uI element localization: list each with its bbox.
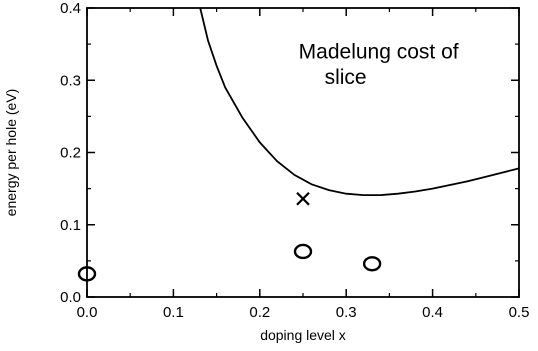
x-tick-label: 0.4 (422, 304, 443, 321)
y-tick-label: 0.0 (60, 289, 81, 306)
y-tick-label: 0.4 (60, 0, 81, 17)
tick-labels: 0.0 0.1 0.2 0.3 0.4 0.5 0.0 0.1 0.2 0.3 0.4 (60, 0, 529, 321)
plot-frame (86, 7, 520, 298)
y-tick-label: 0.1 (60, 217, 81, 234)
markers (77, 191, 382, 282)
cross-point (296, 191, 310, 206)
annotation-line-1: Madelung cost of (299, 41, 459, 64)
y-tick-label: 0.2 (60, 145, 81, 162)
x-tick-label: 0.0 (77, 304, 98, 321)
y-tick-label: 0.3 (60, 72, 81, 89)
x-tick-label: 0.3 (336, 304, 357, 321)
annotation-line-2: slice (325, 66, 367, 89)
x-tick-label: 0.1 (163, 304, 184, 321)
x-tick-label: 0.2 (249, 304, 270, 321)
x-tick-label: 0.5 (509, 304, 530, 321)
x-axis-title: doping level x (260, 327, 346, 343)
y-axis-title: energy per hole (eV) (3, 89, 19, 217)
circle-point (362, 256, 382, 272)
madelung-cost-curve (199, 7, 520, 196)
circle-point (293, 243, 313, 260)
